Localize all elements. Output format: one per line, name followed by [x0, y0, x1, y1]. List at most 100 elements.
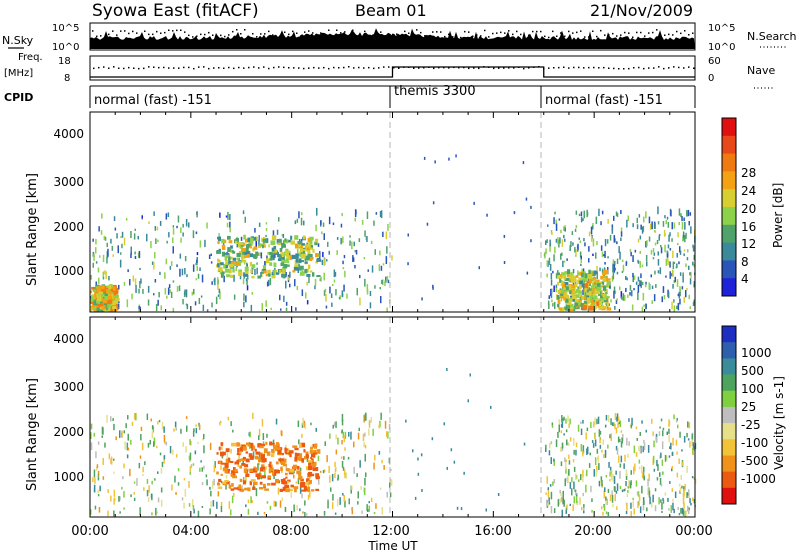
nave-dot — [558, 66, 560, 69]
velocity-cell — [669, 481, 671, 484]
power-cell — [91, 296, 94, 299]
power-cell — [285, 264, 290, 267]
velocity-cell — [560, 430, 563, 434]
power-cell — [578, 213, 581, 217]
velocity-cell — [249, 480, 252, 486]
velocity-cell — [368, 421, 371, 425]
velocity-cell — [622, 434, 624, 441]
velocity-cell — [140, 426, 143, 431]
velocity-cell — [242, 460, 244, 465]
power-cell — [681, 286, 684, 290]
velocity-cell — [280, 461, 286, 465]
velocity-cell — [149, 439, 151, 445]
power-cell — [238, 242, 241, 247]
power-cell — [172, 307, 175, 312]
velocity-cell — [304, 500, 306, 506]
power-cell — [626, 277, 628, 281]
nsearch-dot — [588, 36, 590, 38]
velocity-cell — [616, 483, 619, 491]
power-cell — [93, 300, 98, 306]
velocity-cell — [216, 471, 219, 475]
velocity-cell — [228, 457, 231, 463]
velocity-cell — [303, 485, 307, 490]
nave-dot — [688, 66, 690, 68]
power-cell — [265, 222, 268, 225]
power-cell — [571, 309, 576, 311]
velocity-cell — [249, 442, 254, 446]
velocity-cell — [197, 510, 200, 517]
power-cell — [577, 292, 580, 296]
velocity-cell — [688, 422, 691, 429]
velocity-cell — [285, 452, 290, 455]
velocity-cell — [620, 455, 623, 463]
power-cell — [90, 275, 92, 280]
velocity-cell — [90, 509, 92, 515]
velocity-cell — [236, 460, 239, 463]
power-cell — [282, 273, 286, 279]
velocity-cell — [619, 463, 622, 468]
velocity-cell — [189, 471, 191, 475]
power-cell — [604, 250, 606, 258]
power-cell — [666, 250, 669, 254]
power-cell — [667, 222, 670, 228]
velocity-cell — [381, 459, 383, 464]
power-cell — [621, 270, 624, 273]
power-cell — [250, 269, 253, 274]
velocity-cell — [677, 506, 679, 510]
power-cell — [258, 222, 261, 227]
power-cell — [616, 271, 619, 275]
velocity-cell — [310, 456, 313, 459]
velocity-cell — [348, 432, 350, 437]
nsearch-dot — [348, 35, 350, 37]
power-cell — [644, 283, 647, 288]
velocity-cell — [270, 453, 275, 458]
velocity-cell — [275, 479, 279, 484]
nsearch-dot — [228, 34, 230, 36]
velocity-cell — [691, 476, 694, 479]
velocity-cell — [264, 470, 266, 477]
velocity-cell — [331, 502, 334, 510]
velocity-cell — [648, 490, 651, 498]
velocity-cell — [597, 416, 600, 424]
velocity-cell — [272, 471, 275, 476]
power-cell — [283, 251, 286, 257]
velocity-cell — [582, 445, 585, 453]
power-cell — [294, 235, 299, 240]
power-cell — [244, 251, 250, 256]
velocity-cell — [148, 485, 150, 493]
nave-dot — [628, 67, 630, 70]
velocity-cell — [605, 415, 608, 421]
power-cell — [301, 253, 306, 259]
power-cell — [230, 245, 233, 249]
power-cell — [382, 231, 384, 237]
power-cell — [324, 288, 327, 293]
power-cell — [229, 214, 231, 221]
velocity-cell — [245, 504, 247, 508]
velocity-cell — [146, 489, 149, 497]
velocity-cell — [113, 489, 116, 497]
power-cell — [269, 278, 272, 286]
velocity-cell — [175, 454, 178, 458]
power-cell — [603, 305, 607, 309]
power-cell — [642, 292, 645, 301]
power-cell — [686, 210, 688, 217]
velocity-cell — [189, 466, 192, 472]
nsearch-dot — [308, 30, 310, 32]
velocity-cell — [127, 447, 130, 451]
nave-dot — [413, 67, 415, 69]
power-cell — [588, 258, 590, 263]
velocity-cell — [317, 455, 320, 461]
velocity-cell — [651, 502, 653, 508]
power-cell — [238, 250, 243, 255]
power-cell — [683, 249, 686, 252]
power-cell — [134, 251, 136, 255]
velocity-cell — [257, 463, 259, 471]
velocity-cell — [344, 447, 346, 451]
power-cell — [297, 268, 299, 273]
power-cell — [598, 281, 603, 285]
velocity-cell — [220, 506, 223, 513]
x-axis-title: Time UT — [367, 539, 418, 553]
nsearch-dot — [104, 36, 106, 39]
power-cell — [589, 288, 595, 292]
